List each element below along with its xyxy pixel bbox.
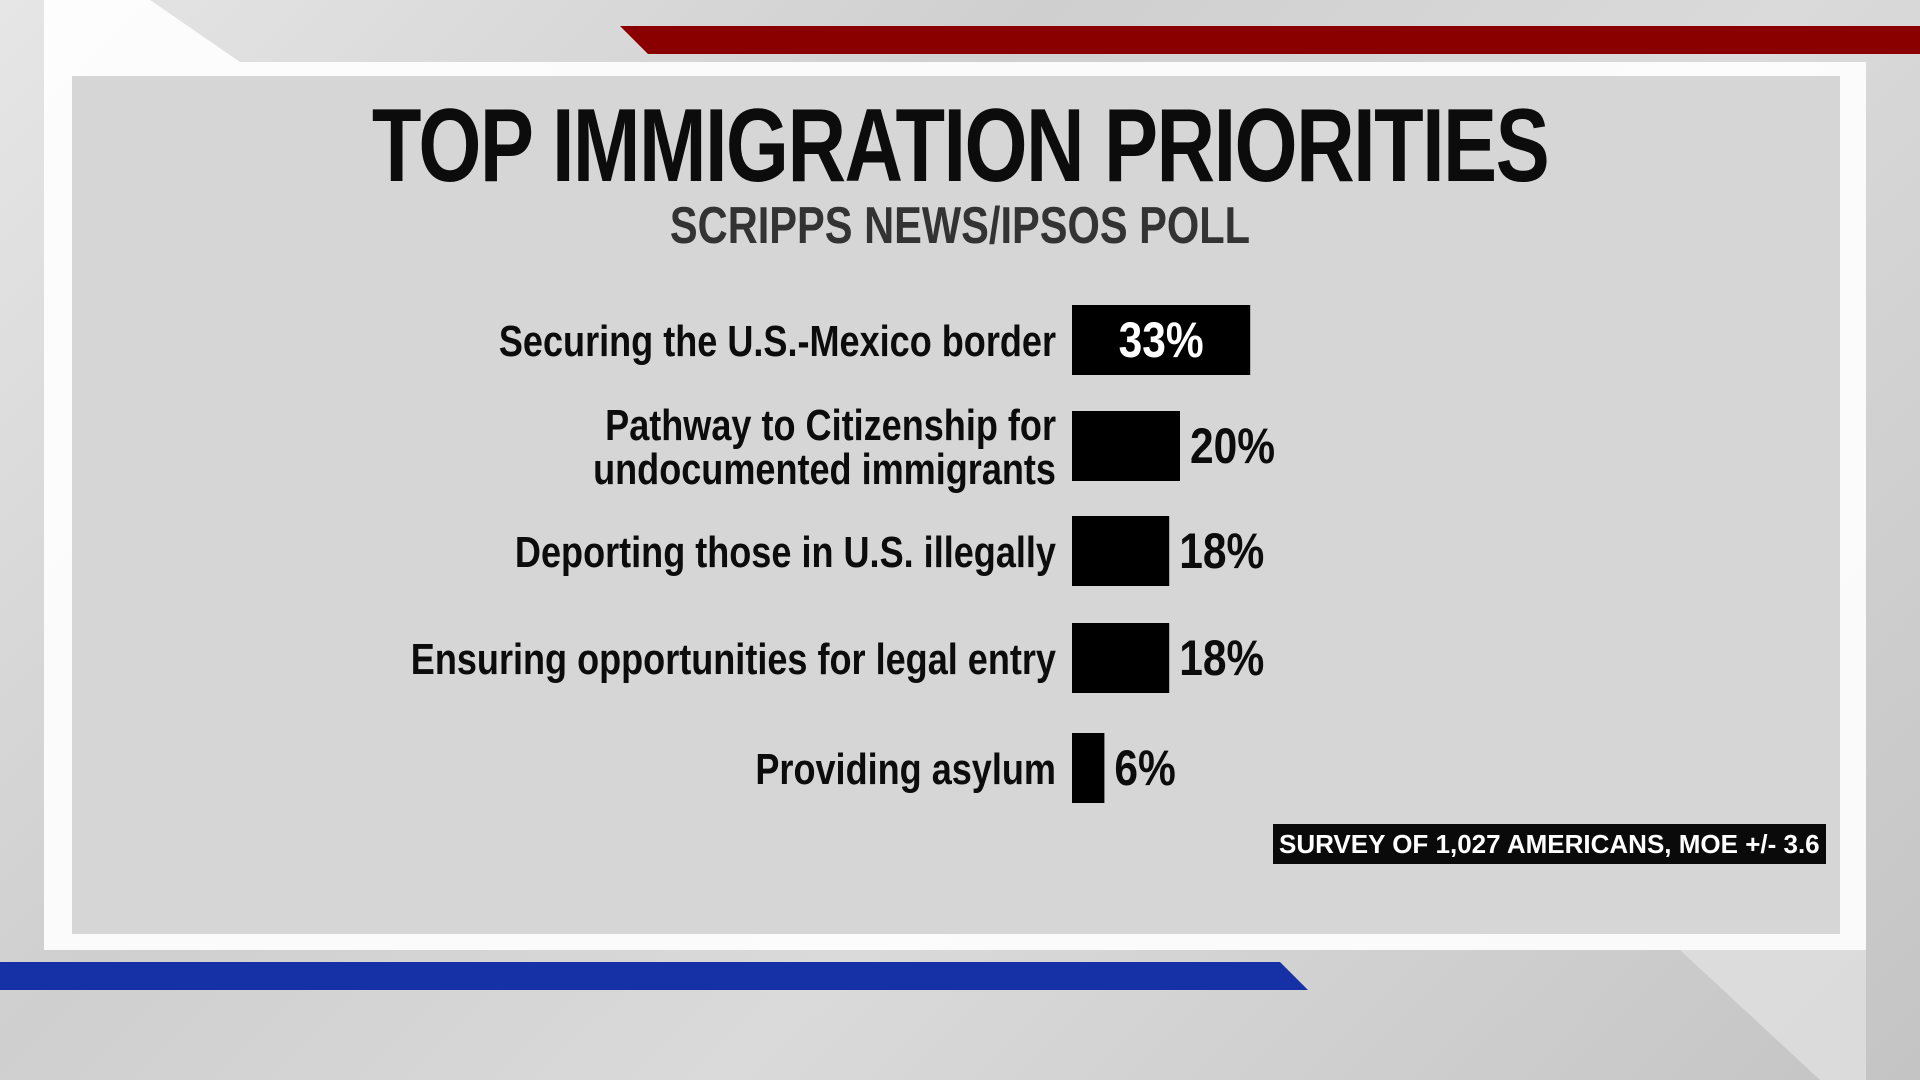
bar-1 xyxy=(1072,411,1180,481)
survey-note: SURVEY OF 1,027 AMERICANS, MOE +/- 3.6 xyxy=(1273,824,1826,864)
value-label-4: 6% xyxy=(1114,740,1175,796)
value-label-1: 20% xyxy=(1190,418,1275,474)
value-label-0: 33% xyxy=(1119,312,1204,368)
value-label-2: 18% xyxy=(1179,523,1264,579)
category-label-1-line-0: Pathway to Citizenship for xyxy=(605,401,1056,450)
category-label-4: Providing asylum xyxy=(755,745,1056,794)
blue-accent-stripe xyxy=(0,962,1308,990)
bar-0 xyxy=(1072,305,1251,375)
bar-2 xyxy=(1072,516,1170,586)
frame-corner-cut xyxy=(1680,950,1866,1080)
bar-3 xyxy=(1072,623,1170,693)
chart-subtitle: SCRIPPS NEWS/IPSOS POLL xyxy=(669,197,1251,255)
category-label-0: Securing the U.S.-Mexico border xyxy=(499,317,1056,366)
category-label-3: Ensuring opportunities for legal entry xyxy=(411,635,1057,684)
chart-title: TOP IMMIGRATION PRIORITIES xyxy=(371,88,1550,204)
value-label-3: 18% xyxy=(1179,630,1264,686)
bar-4 xyxy=(1072,733,1105,803)
inner-panel xyxy=(72,76,1840,934)
category-label-1-line-1: undocumented immigrants xyxy=(593,445,1056,494)
red-accent-stripe xyxy=(620,26,1920,54)
category-label-2: Deporting those in U.S. illegally xyxy=(515,528,1057,577)
